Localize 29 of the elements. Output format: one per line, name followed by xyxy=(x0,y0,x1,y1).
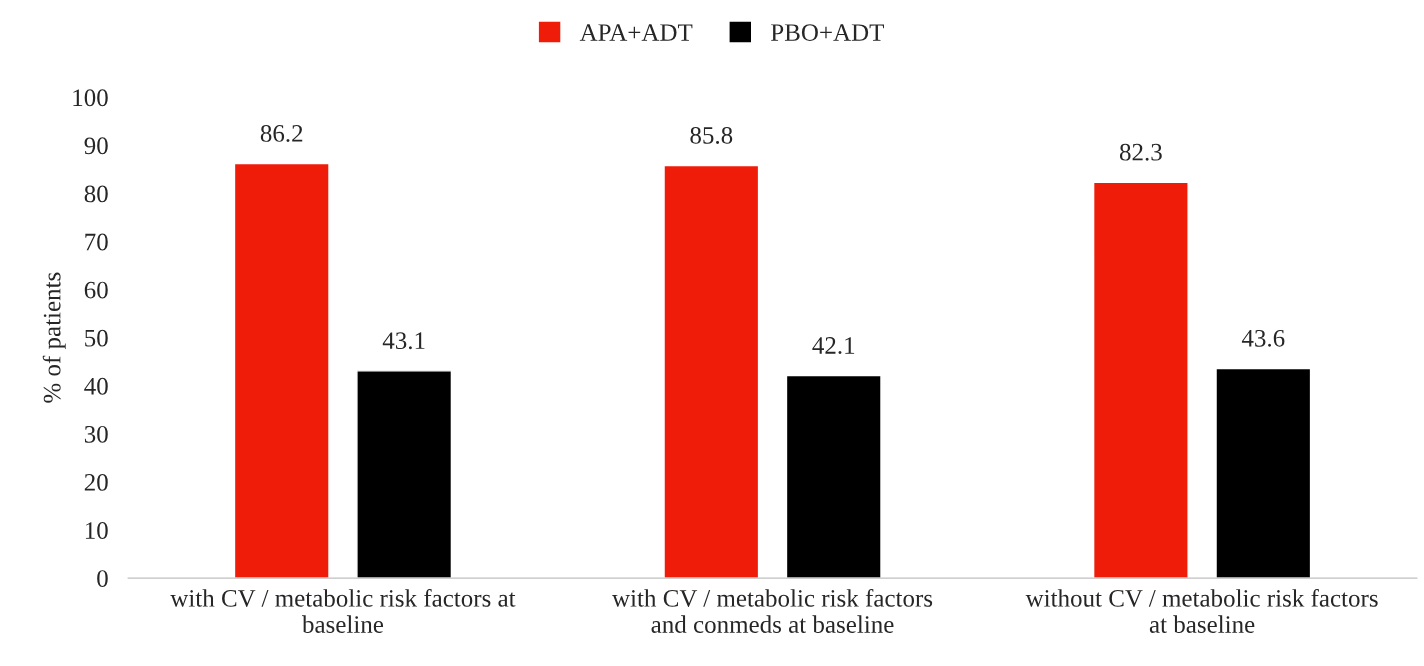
y-tick-label: 90 xyxy=(84,137,108,155)
y-tick-label: 60 xyxy=(84,281,108,299)
bar xyxy=(663,164,760,579)
y-tick-label: 70 xyxy=(85,233,108,251)
y-tick-label: 80 xyxy=(84,185,108,203)
y-tick-label: 40 xyxy=(84,377,108,395)
x-tick-label: with CV / metabolic risk factors and conmeds at baseline xyxy=(612,588,933,633)
legend-label: APA+ADT xyxy=(579,24,693,41)
bar xyxy=(1092,181,1189,579)
data-label: 42.1 xyxy=(812,337,855,355)
y-tick-label: 10 xyxy=(85,522,108,539)
bar xyxy=(785,374,882,579)
data-label: 86.2 xyxy=(260,124,303,142)
bar xyxy=(233,162,330,579)
x-tick-label: without CV / metabolic risk factors at baseline xyxy=(1025,588,1378,633)
y-tick-label: 20 xyxy=(84,473,108,491)
data-label: 85.8 xyxy=(690,126,733,144)
y-tick-label: 0 xyxy=(97,570,108,588)
y-tick-label: 100 xyxy=(73,89,108,107)
y-axis-title: % of patients xyxy=(42,272,66,403)
bar xyxy=(356,370,453,579)
legend-label: PBO+ADT xyxy=(771,24,884,41)
data-label: 43.1 xyxy=(382,332,425,350)
y-tick-label: 30 xyxy=(84,425,108,443)
x-tick-label: with CV / metabolic risk factors at baseline xyxy=(170,588,516,633)
data-label: 43.6 xyxy=(1241,329,1285,347)
bar xyxy=(1215,367,1312,579)
y-tick-label: 50 xyxy=(85,329,108,347)
data-label: 82.3 xyxy=(1119,143,1162,161)
